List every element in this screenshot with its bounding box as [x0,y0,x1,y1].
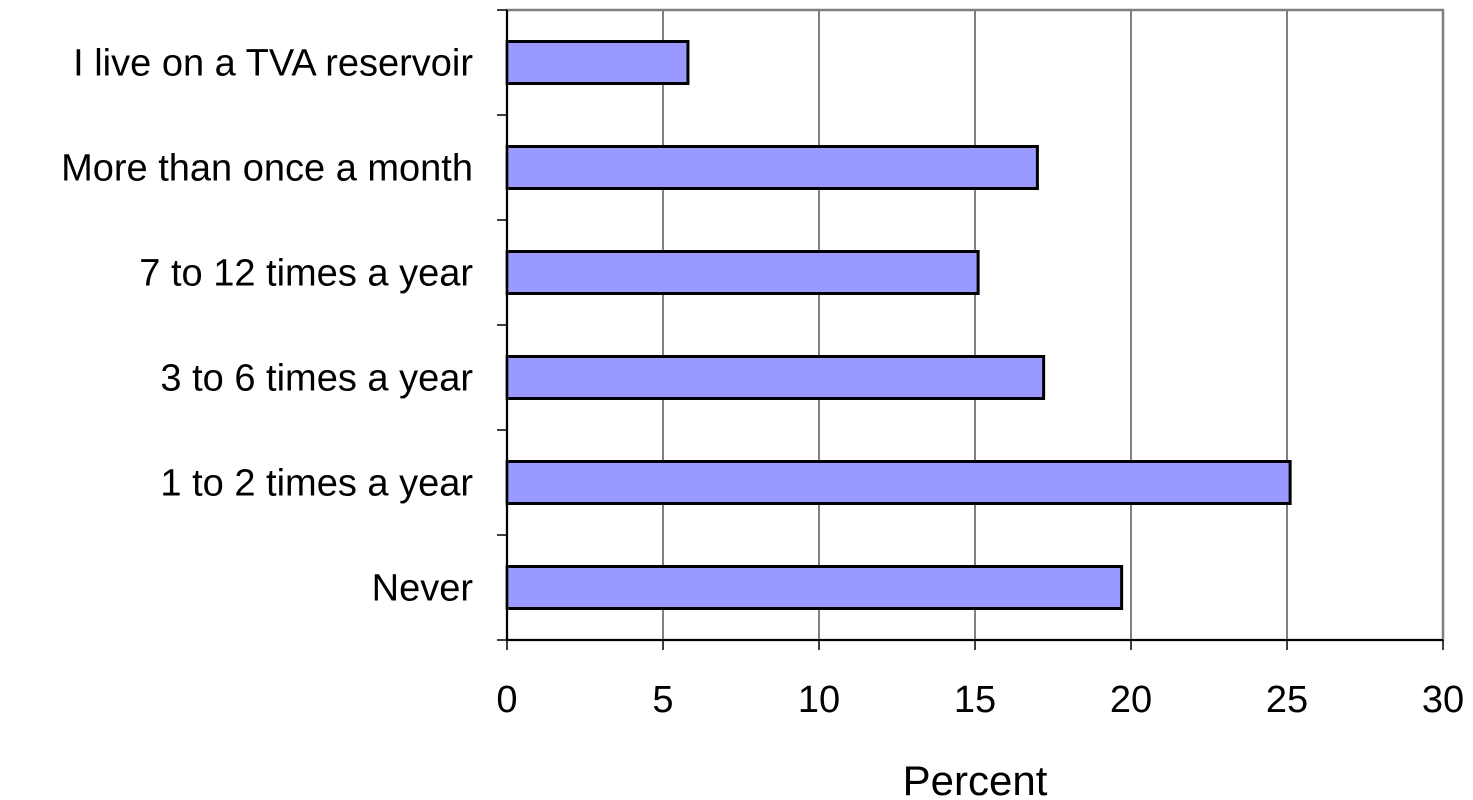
x-tick-label: 0 [496,679,517,721]
x-tick-marks [506,640,1444,650]
x-tick-label: 15 [954,679,996,721]
category-labels: I live on a TVA reservoir More than once … [61,43,473,610]
bar [505,40,690,85]
bar [505,145,1039,190]
x-tick-label: 10 [798,679,840,721]
category-label: More than once a month [61,148,473,190]
bar [505,565,1124,610]
gridlines [662,10,1288,640]
category-label: 7 to 12 times a year [139,253,473,295]
bar [505,460,1292,505]
x-axis-title: Percent [903,757,1048,800]
category-label: I live on a TVA reservoir [73,43,473,85]
x-tick-label: 30 [1422,679,1464,721]
category-label: 1 to 2 times a year [160,463,473,505]
category-label: Never [372,568,474,610]
x-tick-label: 20 [1110,679,1152,721]
x-tick-labels: 0 5 10 15 20 25 30 [496,679,1464,721]
bar [505,250,980,295]
y-tick-marks [497,9,507,641]
x-tick-label: 5 [652,679,673,721]
bar [505,355,1046,400]
category-label: 3 to 6 times a year [160,358,473,400]
x-tick-label: 25 [1266,679,1308,721]
bars [505,40,1292,610]
